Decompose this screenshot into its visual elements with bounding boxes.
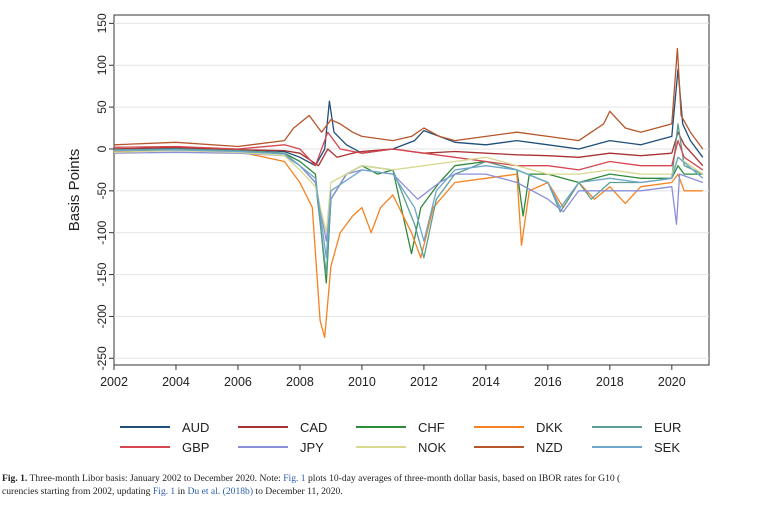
series-line-nok <box>113 149 704 234</box>
caption-text: plots 10-day averages of three-month dol… <box>305 473 621 484</box>
x-tick-label: 2020 <box>658 375 686 389</box>
y-axis-label: Basis Points <box>66 149 83 232</box>
series-line-nzd <box>113 47 704 150</box>
legend-label-nok: NOK <box>418 440 447 455</box>
legend-label-eur: EUR <box>654 420 681 435</box>
caption-figure-link[interactable]: Fig. 1 <box>152 486 176 497</box>
caption-figure-link[interactable]: Fig. 1 <box>283 473 306 484</box>
x-tick-label: 2002 <box>100 375 128 389</box>
y-tick-label: 0 <box>95 145 109 152</box>
legend-label-sek: SEK <box>654 440 680 455</box>
x-tick-label: 2004 <box>162 375 190 389</box>
caption-line-1: Fig. 1. Three-month Libor basis: January… <box>2 472 777 485</box>
y-tick-label: -150 <box>95 262 109 286</box>
series-line-chf <box>113 148 703 284</box>
y-tick-label: -200 <box>95 304 109 328</box>
legend-label-jpy: JPY <box>300 440 324 455</box>
caption-text: in <box>175 486 188 497</box>
x-tick-label: 2018 <box>596 375 624 389</box>
caption-text: Three-month Libor basis: January 2002 to… <box>27 473 284 484</box>
x-axis: 2002 2004 2006 2008 2010 2012 2014 2016 2018 2020 <box>100 365 686 389</box>
series-line-dkk <box>113 149 703 339</box>
legend-label-chf: CHF <box>418 420 445 435</box>
series-line-aud <box>113 68 704 167</box>
legend-label-nzd: NZD <box>536 440 563 455</box>
legend-label-cad: CAD <box>300 420 327 435</box>
caption-text: to December 11, 2020. <box>253 486 343 497</box>
caption-label: Fig. 1. <box>2 473 28 484</box>
legend-label-dkk: DKK <box>536 420 563 435</box>
y-axis: 150 100 50 0 -50 -100 -150 -200 -250 <box>95 13 114 370</box>
x-tick-label: 2006 <box>224 375 252 389</box>
legend: AUD CAD CHF DKK EUR GBP JPY NOK NZD SEK <box>120 420 681 455</box>
x-tick-label: 2010 <box>348 375 376 389</box>
series-lines <box>113 47 704 339</box>
y-tick-label: 50 <box>95 100 109 114</box>
y-tick-label: 100 <box>95 55 109 75</box>
caption-citation-link[interactable]: Du et al. (2018b) <box>187 486 254 497</box>
caption-text: curencies starting from 2002, updating <box>2 486 153 497</box>
x-tick-label: 2014 <box>472 375 500 389</box>
series-line-sek <box>113 149 704 259</box>
y-tick-label: 150 <box>95 13 109 33</box>
x-tick-label: 2008 <box>286 375 314 389</box>
figure-caption: Fig. 1. Three-month Libor basis: January… <box>2 472 777 498</box>
x-tick-label: 2012 <box>410 375 438 389</box>
x-tick-label: 2016 <box>534 375 562 389</box>
plot-area <box>113 14 710 366</box>
legend-label-gbp: GBP <box>182 440 209 455</box>
legend-label-aud: AUD <box>182 420 209 435</box>
y-tick-label: -100 <box>95 220 109 244</box>
series-line-gbp <box>113 131 704 171</box>
y-tick-label: -50 <box>95 182 109 200</box>
y-tick-label: -250 <box>95 346 109 370</box>
caption-line-2: curencies starting from 2002, updating F… <box>2 485 777 498</box>
